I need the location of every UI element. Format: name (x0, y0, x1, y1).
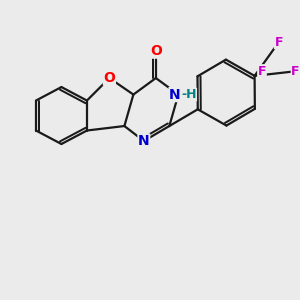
Text: N: N (138, 134, 150, 148)
Text: O: O (150, 44, 162, 58)
Text: F: F (274, 36, 283, 49)
Text: F: F (291, 65, 300, 78)
Text: O: O (103, 71, 115, 85)
Text: F: F (258, 65, 266, 78)
Text: -H: -H (181, 88, 197, 101)
Text: N: N (169, 88, 181, 102)
